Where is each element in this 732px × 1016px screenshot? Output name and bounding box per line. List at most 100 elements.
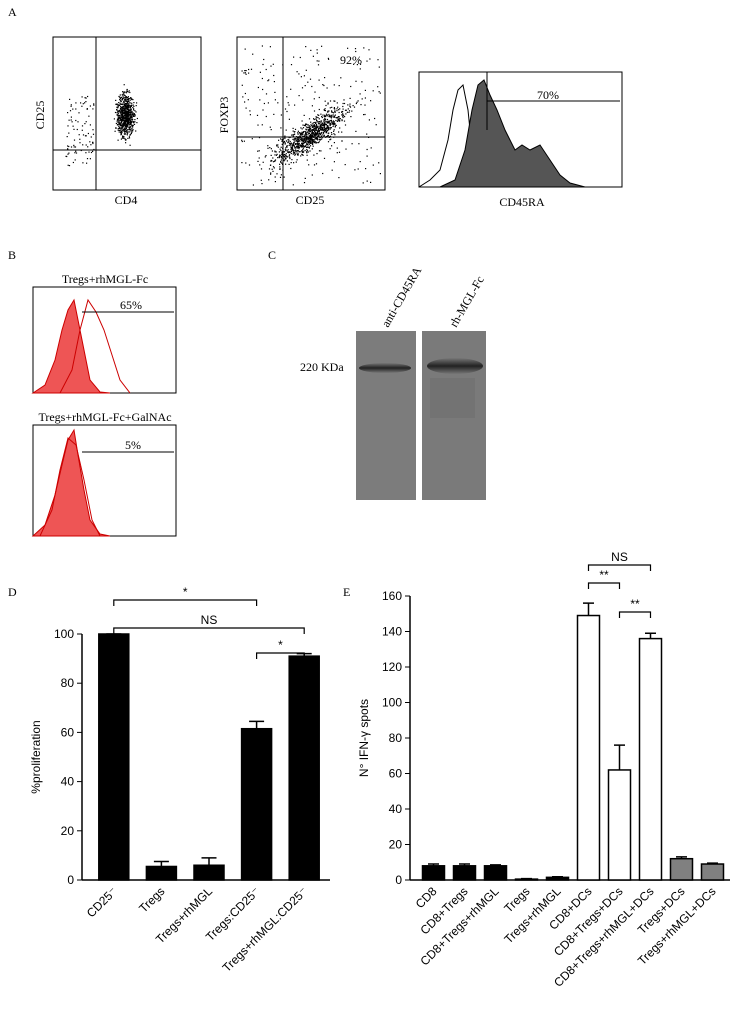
dot	[285, 153, 287, 155]
dot	[73, 128, 75, 130]
dot	[123, 114, 125, 117]
dot	[121, 111, 123, 113]
dot	[120, 111, 122, 113]
dot	[323, 157, 326, 159]
dot	[302, 154, 304, 156]
dot	[308, 140, 310, 142]
dot	[312, 126, 314, 128]
dot	[292, 143, 294, 145]
dot	[301, 140, 303, 142]
flow-plots	[52, 36, 623, 191]
dot	[287, 156, 289, 158]
dot	[309, 140, 311, 142]
dot	[133, 115, 136, 117]
dot	[129, 91, 131, 94]
dot	[345, 113, 347, 115]
dot	[290, 148, 292, 150]
dot	[312, 126, 314, 129]
dot	[327, 121, 329, 123]
dot	[120, 132, 122, 134]
dot	[260, 179, 262, 181]
dot	[350, 116, 352, 118]
dot	[301, 151, 303, 153]
dot	[288, 144, 290, 146]
dot	[87, 95, 89, 98]
dot	[301, 146, 303, 148]
dot	[122, 136, 124, 138]
dot	[304, 133, 307, 135]
dot	[324, 114, 326, 116]
dot	[285, 163, 287, 165]
dot	[310, 124, 312, 126]
dot	[303, 138, 306, 140]
dot	[121, 125, 123, 127]
dot	[275, 154, 278, 156]
dot	[82, 103, 84, 105]
error-bar	[707, 862, 718, 865]
dot	[72, 125, 74, 127]
dot	[280, 155, 282, 158]
dot	[130, 130, 132, 132]
dot	[327, 110, 329, 112]
dot	[312, 133, 314, 135]
significance-bracket	[587, 564, 652, 571]
dot	[131, 98, 133, 100]
dot	[316, 133, 318, 135]
dot	[321, 129, 323, 131]
dot	[368, 136, 370, 138]
dot	[378, 91, 380, 93]
dot	[301, 131, 303, 133]
dot	[123, 105, 125, 108]
dot	[294, 152, 296, 154]
dot	[291, 146, 294, 148]
dot	[318, 114, 320, 116]
dot	[319, 133, 321, 136]
dot	[353, 63, 355, 65]
dot	[287, 149, 289, 151]
dot	[315, 141, 317, 143]
histogram	[31, 428, 111, 537]
dot	[322, 122, 324, 124]
dot	[288, 137, 290, 139]
dot	[293, 153, 295, 155]
dot	[67, 153, 69, 155]
dot	[326, 125, 328, 127]
dot	[272, 166, 275, 168]
dot	[126, 116, 129, 118]
dot	[332, 121, 334, 123]
dot	[292, 127, 294, 129]
dot	[124, 91, 126, 93]
dot	[126, 96, 128, 98]
dot	[243, 72, 245, 74]
dot	[304, 137, 306, 139]
dot	[131, 130, 133, 132]
dot	[124, 139, 127, 141]
significance-bracket	[256, 652, 305, 659]
dot	[278, 139, 280, 141]
dot	[126, 130, 128, 132]
dot	[305, 131, 307, 133]
dot	[316, 137, 318, 139]
dot	[118, 123, 120, 125]
dot	[128, 120, 130, 122]
dot	[304, 177, 306, 179]
dot	[119, 116, 121, 118]
panel-letter: C	[268, 248, 276, 262]
dot	[305, 128, 307, 130]
dot	[324, 122, 326, 124]
dot	[126, 104, 128, 106]
dot	[245, 70, 247, 72]
dot	[321, 128, 324, 131]
dot	[328, 136, 330, 138]
dot	[250, 68, 253, 70]
dot	[332, 116, 334, 118]
significance-label: NS	[611, 550, 628, 564]
dot	[333, 116, 336, 118]
dot	[295, 153, 297, 155]
dot	[278, 157, 280, 159]
dot	[290, 88, 292, 90]
dot	[295, 143, 297, 145]
dot	[331, 110, 333, 112]
dot	[120, 103, 122, 105]
